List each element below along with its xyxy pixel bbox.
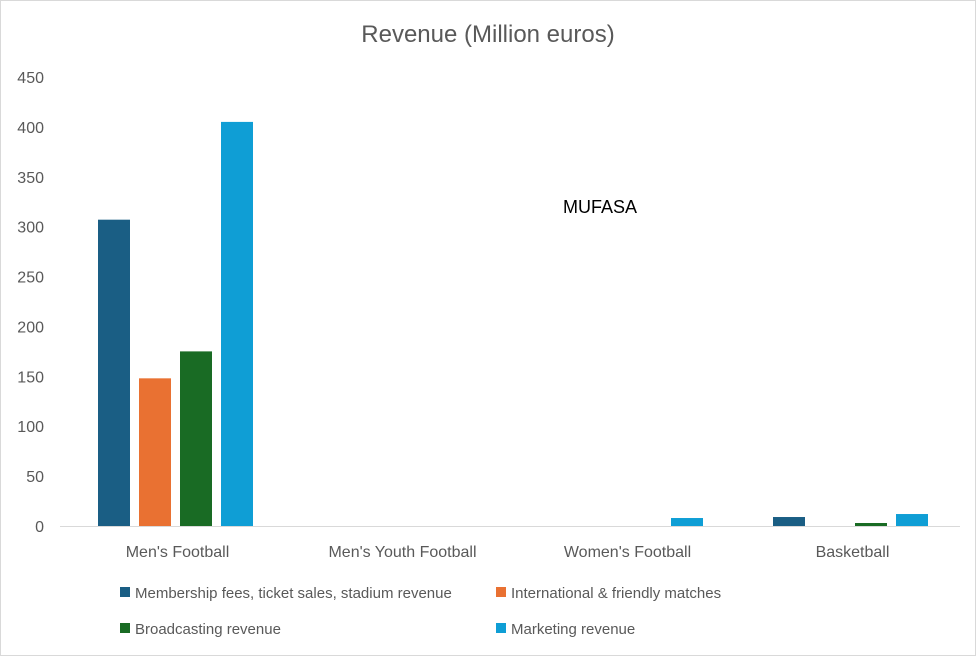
y-tick-label: 0 bbox=[35, 519, 44, 536]
legend-label: Broadcasting revenue bbox=[135, 621, 281, 638]
bar bbox=[773, 517, 805, 526]
y-tick-label: 450 bbox=[17, 70, 44, 87]
bar bbox=[180, 351, 212, 526]
y-tick-label: 200 bbox=[17, 319, 44, 336]
bar bbox=[98, 219, 130, 526]
bar bbox=[221, 121, 253, 527]
y-axis-ticks: 0 50 100 150 200 250 300 350 400 450 bbox=[17, 70, 44, 536]
legend-label: Marketing revenue bbox=[511, 621, 635, 638]
y-tick-label: 150 bbox=[17, 369, 44, 386]
legend: Membership fees, ticket sales, stadium r… bbox=[120, 585, 721, 638]
legend-label: International & friendly matches bbox=[511, 585, 721, 602]
y-tick-label: 300 bbox=[17, 220, 44, 237]
legend-label: Membership fees, ticket sales, stadium r… bbox=[135, 585, 452, 602]
legend-swatch bbox=[120, 587, 130, 597]
category-label: Women's Football bbox=[564, 544, 691, 561]
bar bbox=[671, 518, 703, 526]
y-tick-label: 250 bbox=[17, 270, 44, 287]
y-tick-label: 50 bbox=[26, 469, 44, 486]
legend-swatch bbox=[496, 587, 506, 597]
y-tick-label: 100 bbox=[17, 419, 44, 436]
chart-title: Revenue (Million euros) bbox=[361, 21, 614, 48]
category-label: Men's Football bbox=[126, 544, 230, 561]
y-tick-label: 400 bbox=[17, 120, 44, 137]
y-tick-label: 350 bbox=[17, 170, 44, 187]
bars-group bbox=[98, 121, 928, 527]
legend-swatch bbox=[496, 623, 506, 633]
bar bbox=[855, 523, 887, 526]
bar bbox=[896, 514, 928, 526]
category-label: Basketball bbox=[816, 544, 890, 561]
category-labels: Men's Football Men's Youth Football Women'… bbox=[126, 544, 890, 561]
legend-swatch bbox=[120, 623, 130, 633]
chart-annotation: MUFASA bbox=[563, 197, 637, 217]
bar bbox=[139, 378, 171, 526]
category-label: Men's Youth Football bbox=[328, 544, 476, 561]
